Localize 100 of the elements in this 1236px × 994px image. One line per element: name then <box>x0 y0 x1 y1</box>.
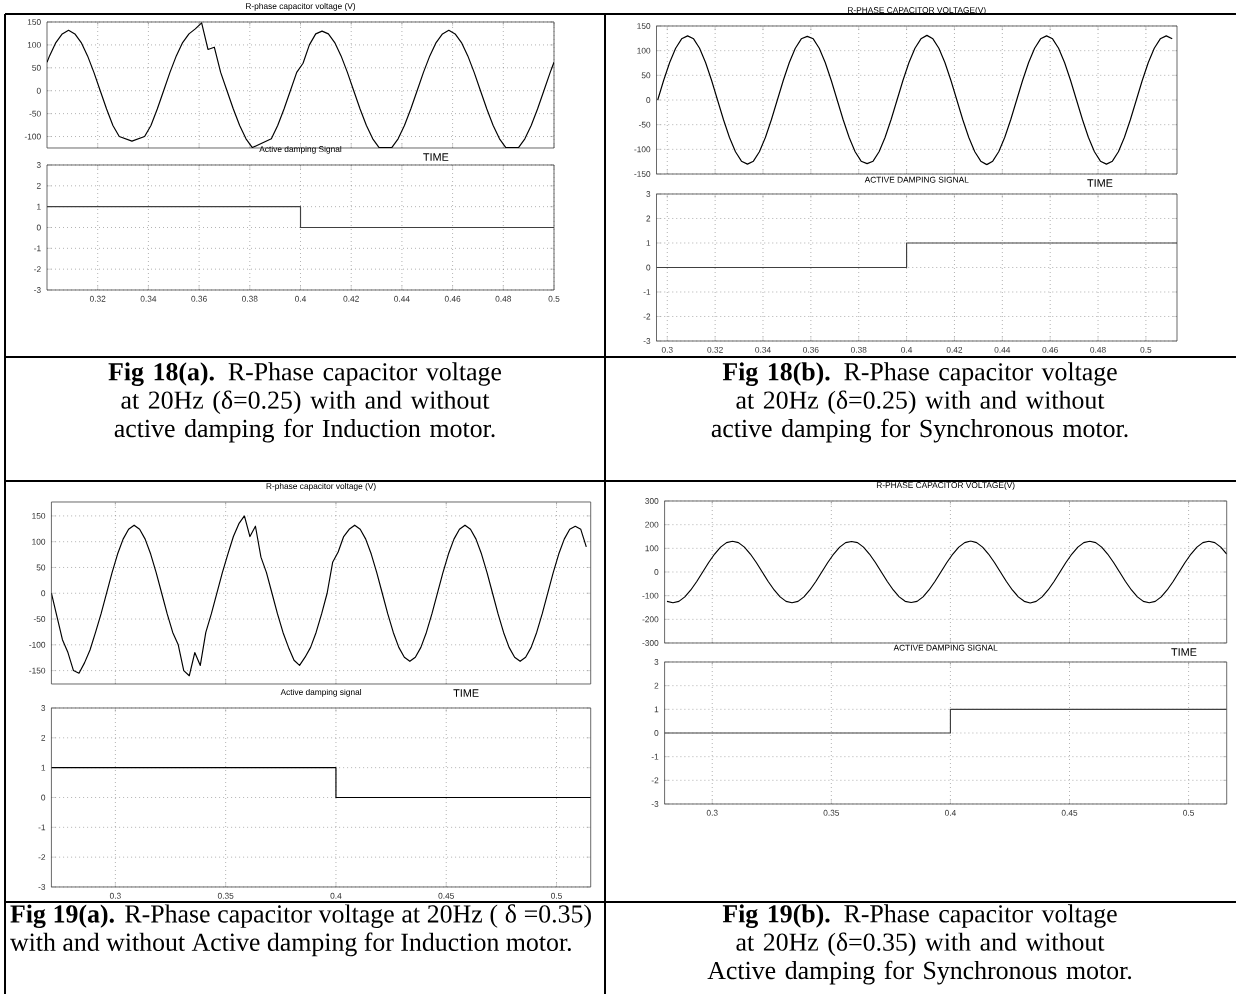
x-tick-label: 0.3 <box>109 892 121 899</box>
y-tick-label: 2 <box>654 682 659 689</box>
x-tick-label: 0.32 <box>89 295 106 302</box>
x-tick-label: 0.34 <box>140 295 157 302</box>
y-tick-label: -300 <box>642 640 659 646</box>
y-tick-label: 3 <box>646 191 651 197</box>
y-tick-label: -3 <box>38 884 46 890</box>
x-tick-label: 0.4 <box>330 892 342 899</box>
x-tick-label: 0.44 <box>994 346 1011 353</box>
y-tick-label: 1 <box>654 706 659 713</box>
y-tick-label: 100 <box>637 47 651 54</box>
text: Fig 19(a). R-Phase capacitor voltage at 20Hz ( δ =0.35) with and without Active damping for Induction motor. <box>10 904 591 957</box>
x-tick-label: 0.48 <box>495 295 512 302</box>
text: Fig 19(b). R-Phase capacitor voltage at 20Hz (δ=0.35) with and without Active damping for Synchronous motor. <box>707 904 1132 985</box>
y-tick-label: 2 <box>36 182 41 189</box>
x-tick-label: 0.3 <box>661 346 673 353</box>
x-tick-label: 0.3 <box>706 809 718 816</box>
x-tick-label: 0.4 <box>295 295 307 302</box>
x-axis-title: TIME <box>1171 648 1197 656</box>
line-series <box>657 34 1173 166</box>
y-tick-label: 3 <box>41 705 46 711</box>
x-tick-label: 0.38 <box>850 346 867 353</box>
y-tick-label: 0 <box>36 87 41 94</box>
x-tick-label: 0.5 <box>548 295 560 302</box>
y-tick-label: 0 <box>646 97 651 103</box>
x-tick-label: 0.45 <box>438 892 454 899</box>
y-tick-label: 50 <box>641 72 651 79</box>
y-tick-label: -1 <box>643 289 651 295</box>
y-tick-label: 0 <box>654 730 659 736</box>
chart-title: Active damping Signal <box>259 145 342 154</box>
y-tick-label: -1 <box>38 824 46 831</box>
text: Fig 18(a). R-Phase capacitor voltage at 20Hz (δ=0.25) with and without active damping for Induction motor. <box>108 362 502 443</box>
y-tick-label: -2 <box>643 313 651 320</box>
y-tick-label: 0 <box>41 794 46 801</box>
x-axis-title: TIME <box>1087 179 1113 187</box>
y-tick-label: -100 <box>642 592 659 599</box>
y-tick-label: -2 <box>38 854 46 861</box>
y-tick-label: 1 <box>37 203 41 210</box>
chart-title: R-phase capacitor voltage (V) <box>246 2 356 11</box>
y-tick-label: 50 <box>36 564 46 571</box>
text: Fig 18(b). R-Phase capacitor voltage at 20Hz (δ=0.25) with and without active damping for Synchronous motor. <box>711 362 1128 443</box>
x-tick-label: 0.34 <box>755 346 771 353</box>
y-tick-label: -50 <box>29 110 41 117</box>
y-tick-label: 2 <box>41 734 46 741</box>
x-tick-label: 0.4 <box>944 809 956 816</box>
x-tick-label: 0.35 <box>217 892 234 899</box>
x-tick-label: 0.5 <box>551 892 562 899</box>
x-tick-label: 0.5 <box>1140 346 1152 353</box>
y-tick-label: 100 <box>27 41 41 48</box>
x-tick-label: 0.5 <box>1183 809 1195 816</box>
chart-title: ACTIVE DAMPING SIGNAL <box>893 644 998 651</box>
y-tick-label: -2 <box>34 266 41 273</box>
y-tick-label: 50 <box>32 64 41 71</box>
y-tick-label: -3 <box>34 287 41 293</box>
y-tick-label: 150 <box>27 19 41 25</box>
chart-title: R-phase capacitor voltage (V) <box>266 482 376 491</box>
x-tick-label: 0.46 <box>1042 346 1058 353</box>
y-tick-label: 0 <box>646 264 651 271</box>
x-tick-label: 0.4 <box>901 346 913 353</box>
x-tick-label: 0.46 <box>444 295 461 302</box>
line-series <box>47 22 554 148</box>
x-tick-label: 0.38 <box>242 295 258 302</box>
x-axis-title: TIME <box>453 689 479 697</box>
y-tick-label: 100 <box>32 538 46 545</box>
y-tick-label: 0 <box>654 569 659 575</box>
y-tick-label: -2 <box>651 777 659 784</box>
y-tick-label: 0 <box>36 224 41 231</box>
y-tick-label: -1 <box>34 245 41 252</box>
x-tick-label: 0.36 <box>803 346 819 353</box>
y-tick-label: -150 <box>634 171 651 177</box>
chart-title: ACTIVE DAMPING SIGNAL <box>864 176 969 183</box>
y-tick-label: -50 <box>33 616 46 622</box>
x-tick-label: 0.35 <box>823 809 840 816</box>
x-tick-label: 0.36 <box>191 295 207 302</box>
x-tick-label: 0.44 <box>394 295 410 302</box>
y-tick-label: 300 <box>645 498 659 504</box>
x-tick-label: 0.48 <box>1090 346 1106 353</box>
y-tick-label: 0 <box>41 590 46 597</box>
x-tick-label: 0.45 <box>1061 809 1078 816</box>
chart-title: R-PHASE CAPACITOR VOLTAGE(V) <box>848 6 986 15</box>
chart-title: R-PHASE CAPACITOR VOLTAGE(V) <box>876 481 1015 490</box>
y-tick-label: -150 <box>29 667 46 674</box>
line-series <box>666 540 1227 604</box>
y-tick-label: 150 <box>32 512 46 519</box>
y-tick-label: -100 <box>634 146 651 153</box>
y-tick-label: -3 <box>643 338 651 344</box>
x-axis-title: TIME <box>423 153 449 161</box>
y-tick-label: -200 <box>642 616 659 623</box>
y-tick-label: 1 <box>41 764 46 771</box>
y-tick-label: 2 <box>646 215 651 222</box>
x-tick-label: 0.42 <box>343 295 359 302</box>
y-tick-label: 3 <box>36 162 41 168</box>
y-tick-label: 1 <box>646 240 651 246</box>
x-tick-label: 0.42 <box>946 346 963 353</box>
y-tick-label: -3 <box>651 801 659 807</box>
y-tick-label: -100 <box>29 641 46 648</box>
y-tick-label: 150 <box>637 23 651 29</box>
y-tick-label: 100 <box>645 545 659 552</box>
y-tick-label: -1 <box>651 753 659 760</box>
y-tick-label: 3 <box>654 659 659 665</box>
